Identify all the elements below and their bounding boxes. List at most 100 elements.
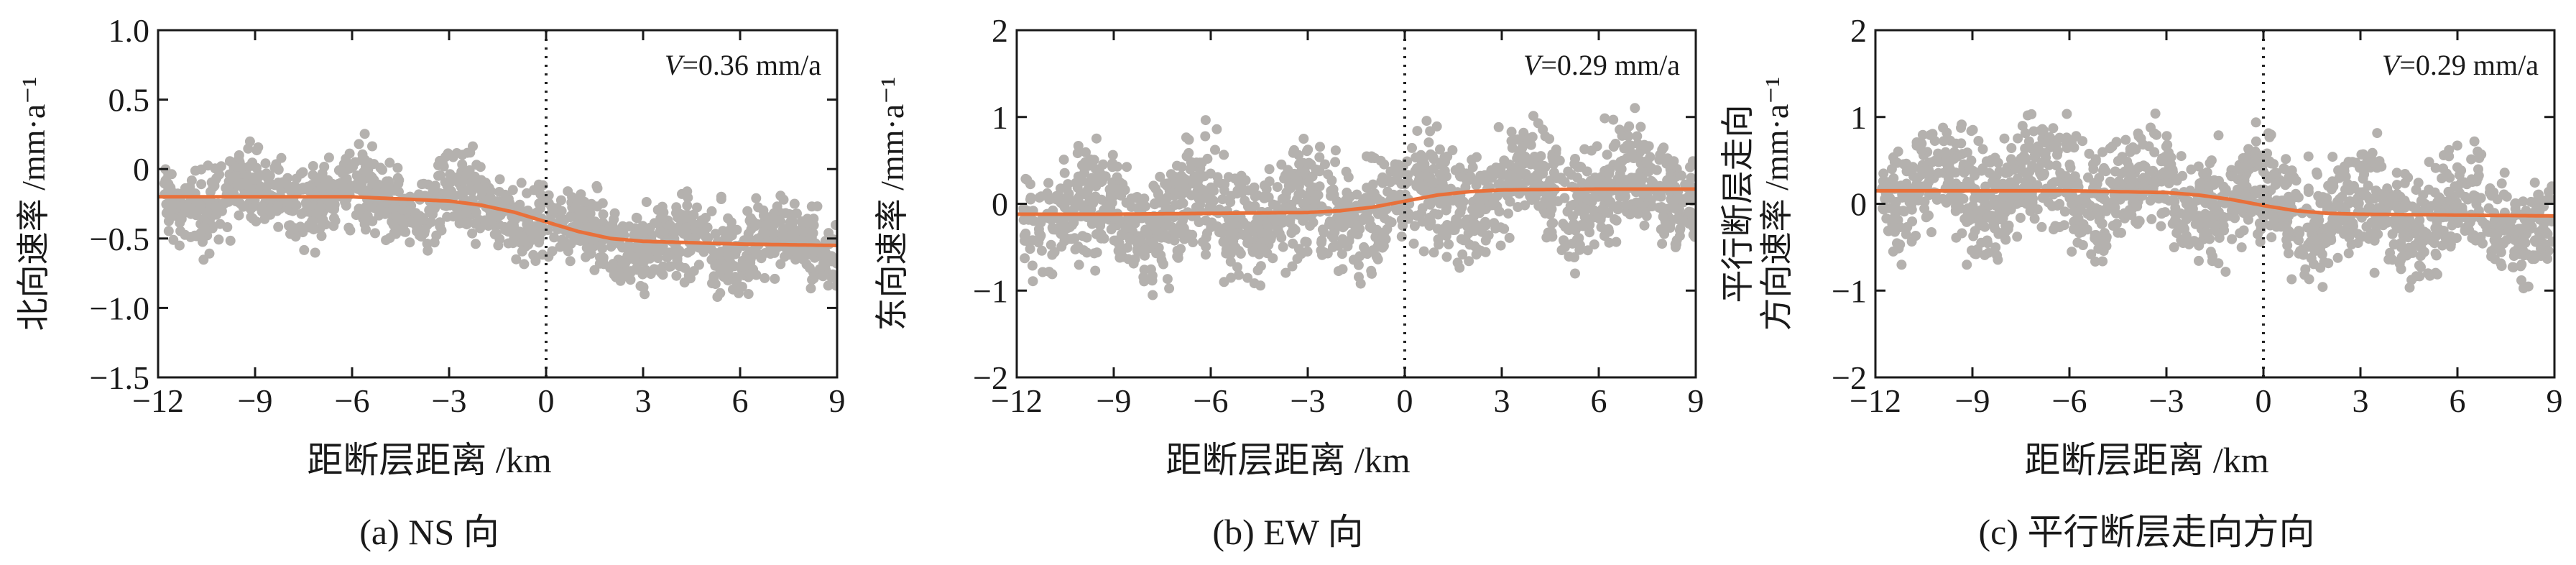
scatter-point [1901,178,1912,189]
scatter-point [1602,192,1613,203]
scatter-point [1452,257,1463,268]
scatter-point [1510,162,1521,173]
scatter-point [2257,209,2268,220]
scatter-point [1181,151,1192,162]
scatter-point [1469,226,1479,236]
scatter-point [637,269,648,280]
scatter-point [211,209,222,220]
scatter-point [1885,203,1896,213]
scatter-point [329,204,339,215]
scatter-point [1153,188,1163,198]
scatter-point [1390,165,1400,176]
scatter-point [2320,238,2330,249]
fitted-curve [1875,188,2554,218]
scatter-point [471,239,481,249]
scatter-point [1218,236,1229,247]
scatter-point [2343,248,2354,259]
scatter-point [175,218,185,229]
scatter-point [1345,191,1356,202]
scatter-point [1505,196,1515,207]
scatter-point [2447,220,2457,231]
scatter-point [316,182,327,193]
scatter-point [1545,175,1556,186]
scatter-point [1195,199,1205,210]
scatter-point [2048,123,2059,134]
scatter-point [790,208,801,219]
scatter-point [2194,240,2205,251]
scatter-point [2516,261,2526,272]
scatter-point [1412,163,1422,173]
x-tick-label: −3 [1291,382,1326,419]
scatter-point [1569,219,1579,229]
scatter-point [1020,173,1031,184]
scatter-point [392,162,403,173]
scatter-point [325,196,336,207]
scatter-point [1442,220,1452,230]
scatter-point [1548,155,1559,165]
x-tick-label: 3 [1494,382,1510,419]
scatter-point [259,213,270,224]
scatter-point [1962,211,1973,221]
scatter-point [163,226,174,236]
scatter-point [1975,218,1985,229]
velocity-value: =0.29 mm/a [2399,49,2539,81]
scatter-point [164,183,175,194]
scatter-point [2469,136,2480,147]
scatter-point [471,160,482,170]
scatter-point [1597,204,1607,214]
scatter-point [1421,116,1432,127]
scatter-point [2037,124,2048,134]
scatter-point [1090,265,1101,276]
scatter-point [1339,198,1350,209]
x-tick-label: 6 [1591,382,1607,419]
x-tick-label: 9 [2547,382,2563,419]
scatter-point [1548,167,1559,178]
scatter-point [1943,173,1954,184]
scatter-point [1367,179,1378,190]
scatter-point [777,224,788,234]
scatter-point [652,253,663,264]
scatter-point [1922,180,1933,191]
scatter-point [1899,206,1909,217]
scatter-point [808,220,819,231]
scatter-point [2546,194,2554,205]
scatter-point [2220,267,2231,277]
scatter-point [1500,170,1511,180]
scatter-point [2498,189,2509,200]
scatter-point [1285,217,1295,228]
scatter-point [632,213,642,224]
scatter-point [775,259,786,270]
scatter-point [1208,196,1219,206]
scatter-point [2307,236,2317,247]
scatter-point [1136,197,1147,208]
scatter-point [185,208,196,219]
velocity-var: V [665,49,685,81]
scatter-point [1374,208,1385,219]
scatter-point [224,156,235,167]
y-tick-label: −1.0 [90,290,149,326]
scatter-point [1480,235,1491,246]
scatter-point [345,225,356,236]
scatter-point [714,249,724,259]
scatter-point [2181,198,2192,209]
scatter-point [1533,118,1543,129]
scatter-point [622,271,632,282]
scatter-point [2161,141,2171,152]
scatter-point [1976,165,1987,176]
scatter-point [1592,174,1603,185]
scatter-point [2478,216,2488,227]
scatter-point [1495,178,1505,189]
x-tick-label: 9 [1688,382,1704,419]
scatter-point [2520,237,2531,248]
scatter-point [1139,265,1150,275]
scatter-point [2171,175,2182,186]
scatter-point [1472,175,1483,186]
scatter-point [1611,215,1622,226]
scatter-point [433,160,443,170]
scatter-point [1234,270,1244,280]
scatter-point [693,259,704,270]
scatter-point [2194,255,2204,266]
scatter-point [831,220,837,230]
scatter-point [1958,193,1969,204]
scatter-point [812,201,823,212]
